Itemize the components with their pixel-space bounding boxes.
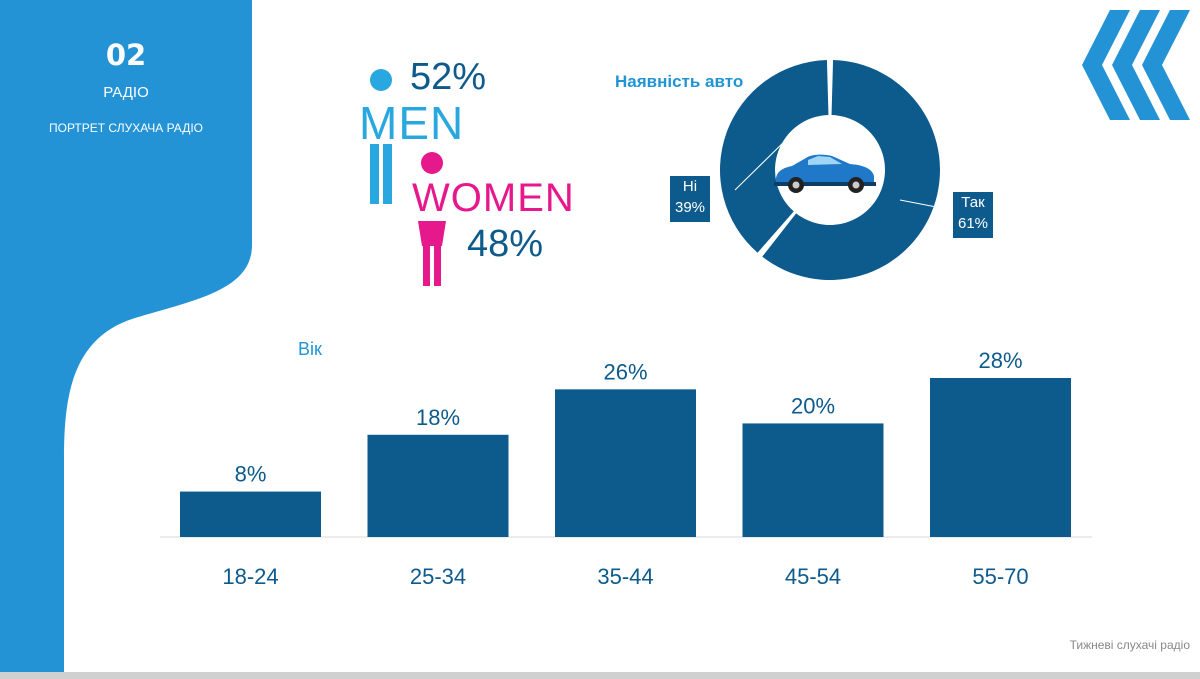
bar-18-24 xyxy=(180,491,321,537)
donut-slice-yes xyxy=(762,60,940,280)
data-label-55-70: 28% xyxy=(978,348,1022,373)
section-subtitle: ПОРТРЕТ СЛУХАЧА РАДІО xyxy=(49,121,203,135)
category-label-55-70: 55-70 xyxy=(972,564,1028,589)
car-donut-chart xyxy=(720,60,953,280)
age-chart-title: Вік xyxy=(298,339,322,359)
bar-25-34 xyxy=(367,434,509,537)
category-label-25-34: 25-34 xyxy=(410,564,466,589)
data-label-35-44: 26% xyxy=(603,359,647,384)
category-label-45-54: 45-54 xyxy=(785,564,841,589)
section-title: РАДІО xyxy=(103,84,149,101)
women-label: WOMEN xyxy=(412,176,575,220)
bar-55-70 xyxy=(930,378,1071,537)
data-label-25-34: 18% xyxy=(416,405,460,430)
callout-no-label: Ні xyxy=(682,178,698,195)
bar-45-54 xyxy=(742,423,884,537)
car-ownership-title: Наявність авто xyxy=(615,72,744,91)
section-number: 02 xyxy=(105,38,147,72)
sidebar-background xyxy=(0,0,252,679)
callout-no-value: 39% xyxy=(674,199,706,216)
men-label: MEN xyxy=(359,97,465,149)
callout-yes: Так 61% xyxy=(952,191,994,239)
bottom-divider xyxy=(0,672,1200,679)
category-label-35-44: 35-44 xyxy=(597,564,653,589)
category-label-18-24: 18-24 xyxy=(222,564,278,589)
callout-no: Ні 39% xyxy=(669,175,711,223)
callout-yes-value: 61% xyxy=(957,215,989,232)
gender-figures xyxy=(370,69,446,286)
donut-slice-no xyxy=(720,60,829,253)
man-icon xyxy=(370,69,392,204)
footer-note: Тижневі слухачі радіо xyxy=(1069,638,1190,652)
car-icon xyxy=(774,154,876,193)
women-percent: 48% xyxy=(467,223,544,265)
men-percent: 52% xyxy=(410,56,487,98)
bar-35-44 xyxy=(555,389,696,537)
woman-icon xyxy=(418,152,446,286)
chevrons-logo-icon xyxy=(1082,10,1190,120)
callout-yes-label: Так xyxy=(961,194,985,211)
data-label-45-54: 20% xyxy=(791,393,835,418)
data-label-18-24: 8% xyxy=(235,462,267,487)
